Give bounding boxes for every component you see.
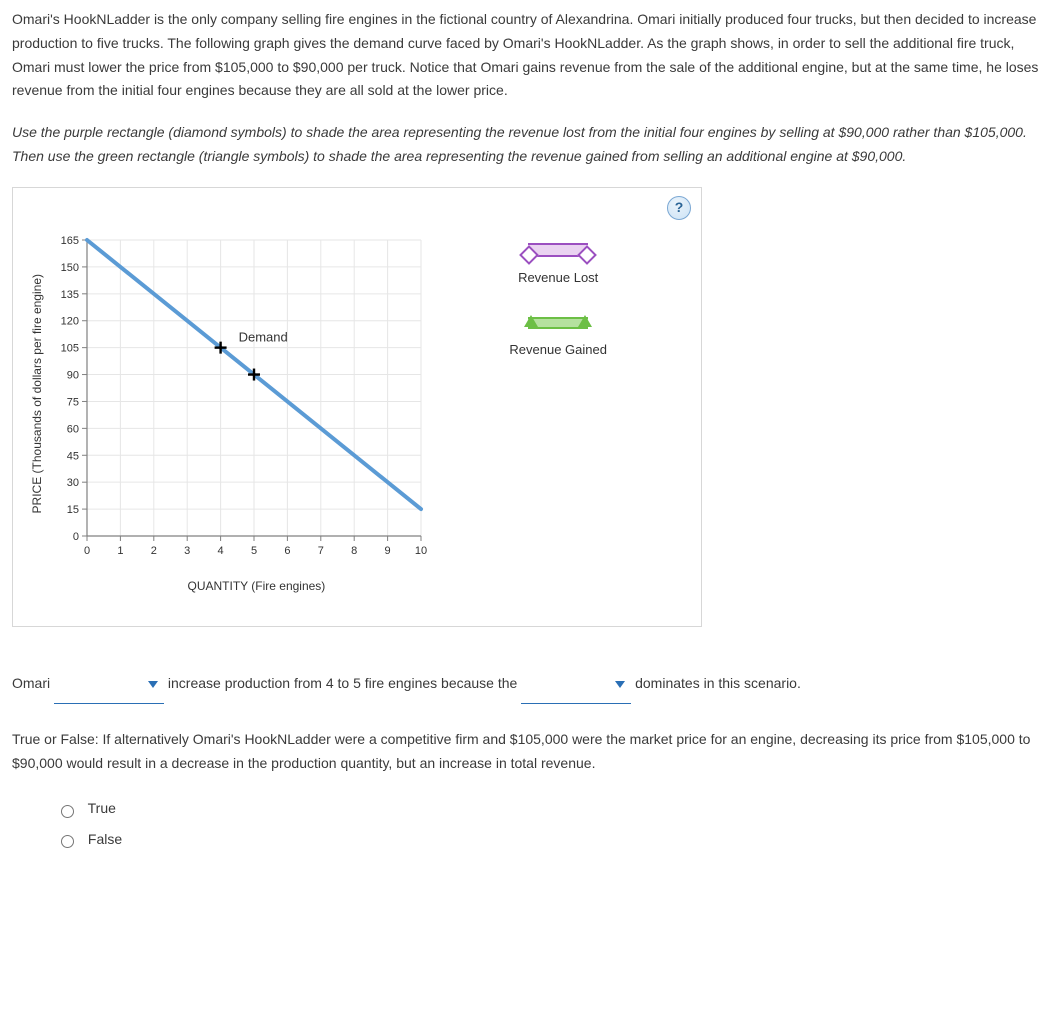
radio-true[interactable] xyxy=(61,805,74,818)
svg-text:4: 4 xyxy=(218,545,224,557)
true-false-question: True or False: If alternatively Omari's … xyxy=(12,728,1047,776)
svg-text:165: 165 xyxy=(61,235,79,247)
legend-lost-label: Revenue Lost xyxy=(509,267,607,289)
svg-text:90: 90 xyxy=(67,369,79,381)
help-button[interactable]: ? xyxy=(667,196,691,220)
svg-text:0: 0 xyxy=(73,531,79,543)
svg-text:45: 45 xyxy=(67,450,79,462)
sentence-tail: dominates in this scenario. xyxy=(635,675,801,691)
svg-text:6: 6 xyxy=(285,545,291,557)
chevron-down-icon xyxy=(615,681,625,688)
svg-text:Demand: Demand xyxy=(239,329,288,344)
svg-text:8: 8 xyxy=(352,545,358,557)
svg-text:9: 9 xyxy=(385,545,391,557)
dropdown-should[interactable] xyxy=(54,667,164,704)
x-axis-title: QUANTITY (Fire engines) xyxy=(187,576,325,596)
instruction-paragraph: Use the purple rectangle (diamond symbol… xyxy=(12,121,1047,169)
svg-text:5: 5 xyxy=(251,545,257,557)
svg-text:7: 7 xyxy=(318,545,324,557)
radio-false-label[interactable]: False xyxy=(56,831,122,847)
legend-revenue-gained[interactable]: Revenue Gained xyxy=(509,317,607,361)
radio-true-text: True xyxy=(88,800,116,816)
legend: Revenue Lost Revenue Gained xyxy=(509,240,607,389)
svg-text:105: 105 xyxy=(61,342,79,354)
triangle-icon xyxy=(528,317,588,329)
chevron-down-icon xyxy=(148,681,158,688)
sentence-mid: increase production from 4 to 5 fire eng… xyxy=(168,675,521,691)
svg-text:2: 2 xyxy=(151,545,157,557)
legend-gained-label: Revenue Gained xyxy=(509,339,607,361)
radio-true-label[interactable]: True xyxy=(56,800,116,816)
fill-sentence: Omari increase production from 4 to 5 fi… xyxy=(12,667,1047,704)
svg-text:3: 3 xyxy=(185,545,191,557)
chart-panel: ? PRICE (Thousands of dollars per fire e… xyxy=(12,187,702,627)
svg-text:150: 150 xyxy=(61,262,79,274)
svg-text:10: 10 xyxy=(415,545,427,557)
svg-text:120: 120 xyxy=(61,316,79,328)
svg-text:60: 60 xyxy=(67,423,79,435)
dropdown-effect[interactable] xyxy=(521,667,631,704)
legend-revenue-lost[interactable]: Revenue Lost xyxy=(509,243,607,289)
svg-text:15: 15 xyxy=(67,504,79,516)
intro-paragraph: Omari's HookNLadder is the only company … xyxy=(12,8,1047,103)
svg-text:135: 135 xyxy=(61,289,79,301)
svg-text:1: 1 xyxy=(118,545,124,557)
svg-text:75: 75 xyxy=(67,396,79,408)
radio-false[interactable] xyxy=(61,835,74,848)
svg-text:0: 0 xyxy=(84,545,90,557)
y-axis-title: PRICE (Thousands of dollars per fire eng… xyxy=(27,274,47,513)
svg-text:30: 30 xyxy=(67,477,79,489)
radio-false-text: False xyxy=(88,831,122,847)
sentence-lead: Omari xyxy=(12,675,54,691)
demand-plot[interactable]: 0123456789100153045607590105120135150165… xyxy=(51,234,461,570)
diamond-icon xyxy=(528,243,588,257)
